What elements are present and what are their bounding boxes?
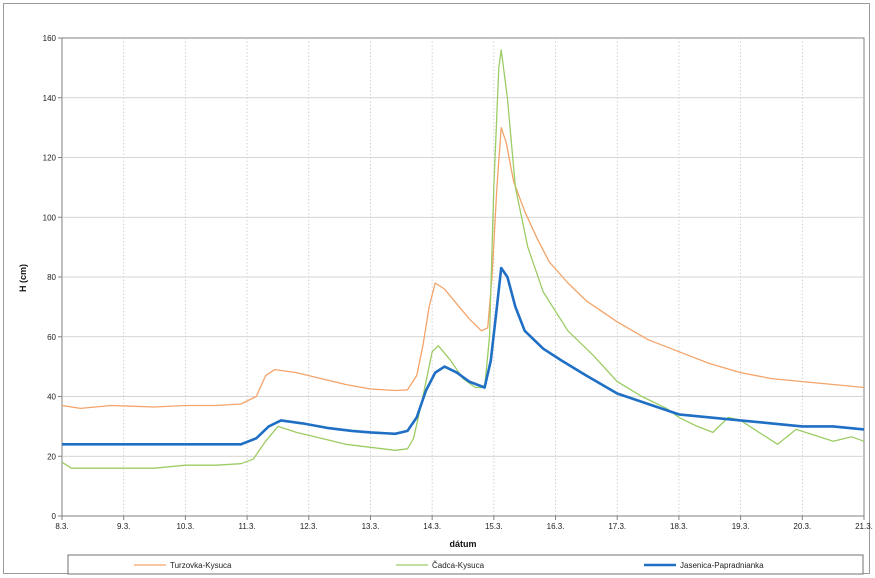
x-tick-label: 10.3.: [176, 522, 194, 531]
x-axis-title: dátum: [450, 539, 477, 549]
series-line-turzovka-kysuca: [61, 126, 865, 410]
y-axis-title: H (cm): [18, 264, 28, 292]
y-tick-label: 60: [47, 333, 56, 342]
x-tick-label: 19.3.: [732, 522, 750, 531]
x-tick-label: 11.3.: [238, 522, 255, 531]
x-tick-label: 13.3.: [362, 522, 380, 531]
x-tick-label: 17.3.: [608, 522, 626, 531]
y-tick-label: 20: [47, 452, 56, 461]
legend-label: Čadca-Kysuca: [432, 561, 485, 570]
x-tick-label: 16.3.: [547, 522, 565, 531]
x-tick-label: 21.3.: [855, 522, 873, 531]
y-tick-label: 140: [43, 94, 57, 103]
x-tick-label: 9.3.: [117, 522, 130, 531]
x-tick-label: 18.3.: [670, 522, 688, 531]
x-tick-label: 12.3.: [300, 522, 318, 531]
legend: Turzovka-Kysuca Čadca-Kysuca Jasenica-Papr…: [134, 561, 764, 570]
y-tick-label: 80: [47, 273, 56, 282]
y-tick-label: 160: [43, 34, 57, 43]
legend-label: Jasenica-Papradnianka: [680, 561, 764, 570]
y-tick-label: 100: [43, 213, 57, 222]
y-tick-label: 40: [47, 393, 56, 402]
legend-label: Turzovka-Kysuca: [170, 561, 232, 570]
x-tick-label: 14.3.: [423, 522, 441, 531]
y-tick-label: 120: [43, 154, 57, 163]
y-axis-ticks: 0 20 40 60 80 100 120 140 160: [43, 34, 62, 521]
x-tick-label: 15.3.: [485, 522, 503, 531]
x-tick-label: 8.3.: [55, 522, 68, 531]
x-axis-ticks: 8.3. 9.3. 10.3. 11.3. 12.3. 13.3. 14.3. 15.3. 16…: [55, 516, 873, 531]
legend-box: [67, 554, 864, 575]
series-lines: [61, 49, 865, 469]
grid-lines: [62, 38, 864, 516]
series-line-jasenica-papradnianka: [62, 266, 865, 446]
y-tick-label: 0: [52, 512, 57, 521]
x-tick-label: 20.3.: [793, 522, 811, 531]
